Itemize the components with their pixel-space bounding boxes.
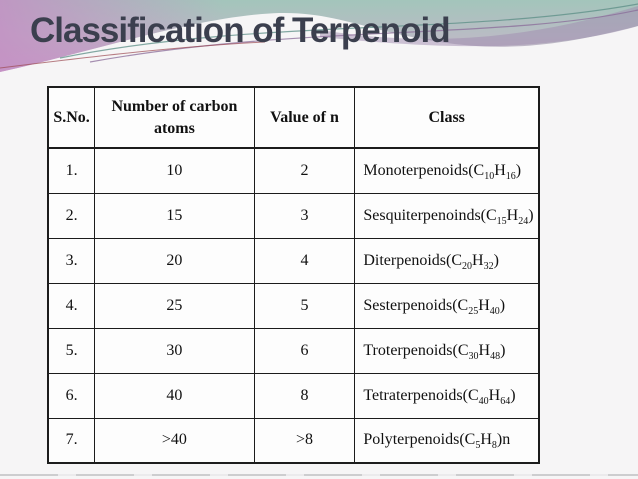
cell-class: Tetraterpenoids(C40H64): [354, 372, 540, 419]
cell-sno: 5.: [47, 327, 96, 374]
cell-sno: 2.: [47, 192, 96, 239]
header-decoration: [0, 0, 638, 85]
cell-class: Diterpenoids(C20H32): [354, 237, 540, 284]
cell-carbon: 20: [94, 237, 255, 284]
cell-carbon: 25: [94, 282, 255, 329]
column-header-sno: S.No.: [47, 86, 96, 149]
column-header-n: Value of n: [253, 86, 356, 149]
cell-sno: 3.: [47, 237, 96, 284]
table-row: 6. 40 8 Tetraterpenoids(C40H64): [47, 372, 540, 419]
cell-class: Troterpenoids(C30H48): [354, 327, 540, 374]
cell-sno: 4.: [47, 282, 96, 329]
cell-n: >8: [253, 417, 356, 464]
table-row: 5. 30 6 Troterpenoids(C30H48): [47, 327, 540, 374]
cell-carbon: 10: [94, 147, 255, 194]
cell-class: Polyterpenoids(C5H8)n: [354, 417, 540, 464]
slide-bottom-trim: [0, 474, 638, 476]
column-header-carbon: Number of carbon atoms: [94, 86, 255, 149]
table-row: 2. 15 3 Sesquiterpenoinds(C15H24): [47, 192, 540, 239]
accent-line-purple: [89, 9, 638, 63]
cell-carbon: >40: [94, 417, 255, 464]
cell-class: Monoterpenoids(C10H16): [354, 147, 540, 194]
table-row: 4. 25 5 Sesterpenoids(C25H40): [47, 282, 540, 329]
purple-swoosh-shape: [320, 6, 638, 47]
accent-line-teal: [59, 3, 638, 59]
cell-n: 4: [253, 237, 356, 284]
cell-sno: 7.: [47, 417, 96, 464]
cell-n: 8: [253, 372, 356, 419]
cell-carbon: 30: [94, 327, 255, 374]
cell-sno: 6.: [47, 372, 96, 419]
cell-n: 2: [253, 147, 356, 194]
terpenoid-classification-table: S.No. Number of carbon atoms Value of n …: [47, 86, 540, 464]
cell-n: 3: [253, 192, 356, 239]
slide-title: Classification of Terpenoid: [30, 11, 451, 50]
accent-line-red: [0, 41, 266, 69]
cell-sno: 1.: [47, 147, 96, 194]
wave-banner-graphic: [0, 0, 638, 72]
column-header-class: Class: [354, 86, 540, 149]
cell-class: Sesquiterpenoinds(C15H24): [354, 192, 540, 239]
cell-n: 5: [253, 282, 356, 329]
table-row: 7. >40 >8 Polyterpenoids(C5H8)n: [47, 417, 540, 464]
table-header-row: S.No. Number of carbon atoms Value of n …: [47, 86, 540, 149]
cell-class: Sesterpenoids(C25H40): [354, 282, 540, 329]
table-row: 1. 10 2 Monoterpenoids(C10H16): [47, 147, 540, 194]
cell-n: 6: [253, 327, 356, 374]
cell-carbon: 40: [94, 372, 255, 419]
table-row: 3. 20 4 Diterpenoids(C20H32): [47, 237, 540, 284]
cell-carbon: 15: [94, 192, 255, 239]
pink-corner-overlay: [0, 0, 638, 72]
